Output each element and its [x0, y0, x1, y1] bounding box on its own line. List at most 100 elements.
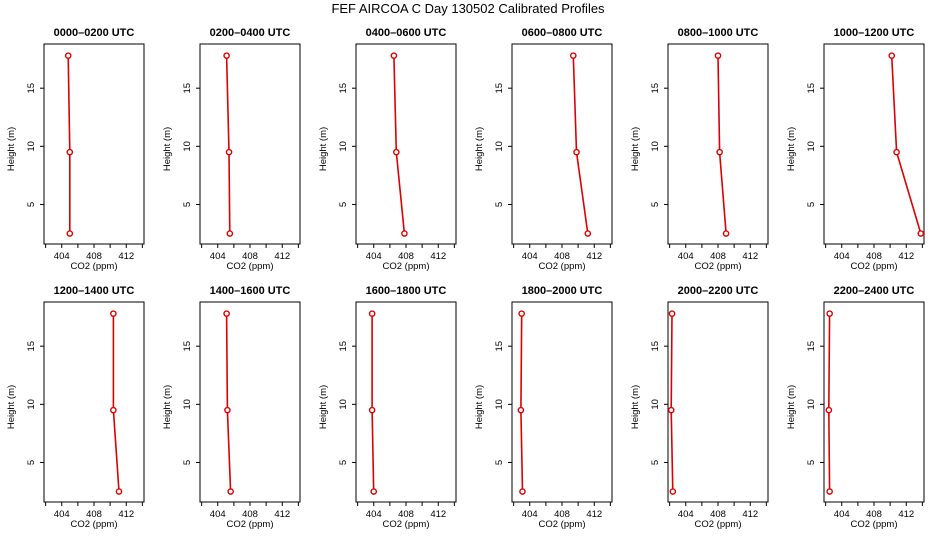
- x-tick-label: 408: [242, 509, 258, 520]
- x-axis-label: CO2 (ppm): [71, 261, 118, 272]
- x-tick-label: 404: [834, 509, 850, 520]
- x-tick-label: 412: [586, 251, 602, 262]
- profile-line: [67, 55, 71, 234]
- x-tick-label: 404: [834, 251, 850, 262]
- x-axis-label: CO2 (ppm): [851, 519, 898, 530]
- profile-point: [669, 488, 677, 495]
- x-tick-label: 408: [86, 509, 102, 520]
- plot-box: [511, 301, 613, 503]
- x-axis-label: CO2 (ppm): [227, 261, 274, 272]
- y-tick-label: 10: [338, 399, 349, 410]
- panel-title: 2000–2200 UTC: [678, 285, 759, 297]
- plot-box: [823, 301, 925, 503]
- y-tick-label: 5: [182, 460, 193, 465]
- y-axis-label: Height (m): [6, 127, 17, 171]
- y-tick-label: 5: [26, 202, 37, 207]
- x-tick-label: 412: [118, 509, 134, 520]
- y-tick-label: 15: [650, 83, 661, 94]
- panel-1: 0000–0200 UTC 404 408 412 5 10 15 CO2 (ppm) Heig…: [6, 27, 145, 272]
- plot-box: [43, 43, 145, 245]
- x-tick-label: 412: [898, 509, 914, 520]
- x-tick-label: 408: [398, 509, 414, 520]
- y-axis-label: Height (m): [162, 127, 173, 171]
- profile-point: [519, 488, 526, 495]
- y-tick-label: 15: [338, 83, 349, 94]
- x-tick-label: 412: [274, 509, 290, 520]
- y-tick-label: 15: [494, 341, 505, 352]
- x-tick-label: 404: [54, 251, 70, 262]
- panel-title: 2200–2400 UTC: [834, 285, 915, 297]
- profile-point: [888, 52, 896, 59]
- profile-line: [112, 313, 120, 492]
- y-tick-label: 5: [650, 460, 661, 465]
- y-tick-label: 5: [494, 202, 505, 207]
- y-tick-label: 5: [494, 460, 505, 465]
- plot-box: [667, 301, 769, 503]
- profile-point: [826, 488, 833, 495]
- plot-box: [43, 301, 145, 503]
- x-tick-label: 408: [242, 251, 258, 262]
- panel-9: 1600–1800 UTC 404 408 412 5 10 15 CO2 (ppm) Heig…: [318, 285, 457, 530]
- profile-point: [226, 230, 234, 237]
- figure-title: FEF AIRCOA C Day 130502 Calibrated Profi…: [331, 1, 605, 16]
- profile-point: [64, 52, 72, 59]
- profile-line: [371, 313, 375, 492]
- profile-point: [223, 310, 230, 317]
- y-tick-label: 15: [650, 341, 661, 352]
- y-tick-label: 15: [182, 83, 193, 94]
- profile-point: [917, 230, 925, 237]
- profile-line: [393, 55, 406, 234]
- x-tick-label: 408: [554, 509, 570, 520]
- x-tick-label: 404: [678, 509, 694, 520]
- y-tick-label: 5: [806, 460, 817, 465]
- y-tick-label: 10: [650, 399, 661, 410]
- panel-12: 2200–2400 UTC 404 408 412 5 10 15 CO2 (ppm) Heig…: [786, 285, 925, 530]
- y-tick-label: 5: [26, 460, 37, 465]
- x-tick-label: 404: [678, 251, 694, 262]
- profile-line: [670, 313, 674, 492]
- x-axis-label: CO2 (ppm): [71, 519, 118, 530]
- y-tick-label: 5: [806, 202, 817, 207]
- x-tick-label: 412: [898, 251, 914, 262]
- x-axis-label: CO2 (ppm): [851, 261, 898, 272]
- profile-point: [225, 148, 233, 156]
- x-tick-label: 412: [586, 509, 602, 520]
- panels-grid: 0000–0200 UTC 404 408 412 5 10 15 CO2 (ppm) Heig…: [6, 27, 925, 530]
- profile-line: [225, 55, 231, 234]
- x-tick-label: 404: [366, 251, 382, 262]
- x-tick-label: 412: [118, 251, 134, 262]
- profile-point: [368, 310, 376, 317]
- profile-point: [115, 488, 123, 495]
- x-tick-label: 408: [398, 251, 414, 262]
- profile-point: [668, 310, 676, 317]
- y-tick-label: 10: [182, 399, 193, 410]
- y-axis-label: Height (m): [6, 385, 17, 429]
- x-tick-label: 404: [522, 251, 538, 262]
- y-axis-label: Height (m): [318, 127, 329, 171]
- y-tick-label: 5: [182, 202, 193, 207]
- plot-box: [355, 301, 457, 503]
- profile-point: [573, 148, 580, 156]
- x-axis-label: CO2 (ppm): [227, 519, 274, 530]
- profile-point: [370, 488, 378, 495]
- panel-title: 0800–1000 UTC: [678, 27, 759, 39]
- y-tick-label: 10: [26, 141, 37, 152]
- plot-box: [511, 43, 613, 245]
- y-axis-label: Height (m): [474, 127, 485, 171]
- plot-box: [199, 43, 301, 245]
- y-axis-label: Height (m): [786, 127, 797, 171]
- panel-5: 0800–1000 UTC 404 408 412 5 10 15 CO2 (ppm) Heig…: [630, 27, 769, 272]
- profile-line: [827, 313, 831, 492]
- profile-point: [110, 406, 117, 414]
- profile-point: [569, 52, 577, 59]
- y-tick-label: 15: [806, 83, 817, 94]
- x-tick-label: 404: [522, 509, 538, 520]
- profile-point: [716, 148, 723, 156]
- plot-box: [199, 301, 301, 503]
- x-axis-label: CO2 (ppm): [695, 261, 742, 272]
- y-axis-label: Height (m): [162, 385, 173, 429]
- y-tick-label: 10: [494, 399, 505, 410]
- profile-line: [717, 55, 727, 234]
- profile-point: [393, 148, 400, 156]
- profile-line: [520, 313, 524, 492]
